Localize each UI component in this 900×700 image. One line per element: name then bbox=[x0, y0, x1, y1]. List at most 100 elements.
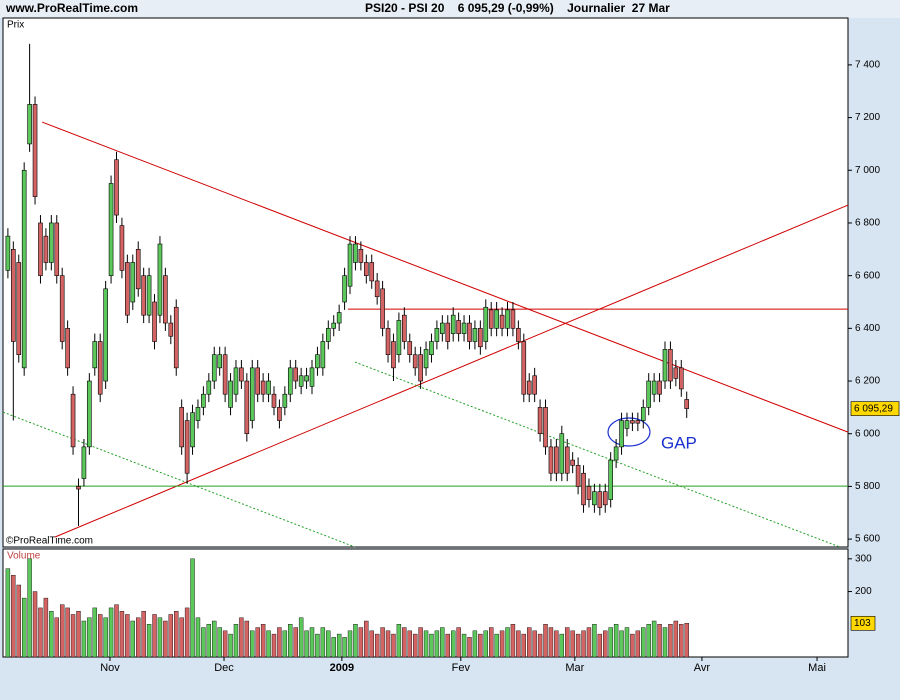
volume-bar bbox=[608, 627, 613, 658]
candle-body bbox=[211, 354, 217, 382]
candle-body bbox=[586, 486, 592, 500]
candle-body bbox=[673, 367, 679, 379]
candle-body bbox=[141, 275, 146, 316]
volume-bar bbox=[298, 617, 304, 658]
volume-bar bbox=[374, 633, 380, 658]
candle-body bbox=[195, 407, 201, 421]
candle-body bbox=[114, 159, 119, 216]
candle-body bbox=[532, 375, 537, 395]
candle-body bbox=[537, 407, 543, 435]
candle-body bbox=[510, 309, 516, 329]
volume-bar bbox=[315, 633, 320, 658]
volume-bar bbox=[478, 633, 483, 658]
volume-bar bbox=[619, 630, 624, 658]
copyright: ©ProRealTime.com bbox=[6, 536, 93, 547]
candle-body bbox=[190, 412, 195, 448]
volume-bar bbox=[353, 624, 358, 658]
volume-bar bbox=[641, 627, 646, 658]
candle-body bbox=[635, 420, 641, 424]
volume-bar bbox=[309, 627, 315, 658]
candle-body bbox=[287, 367, 293, 395]
volume-bar bbox=[277, 627, 282, 658]
candle-body bbox=[81, 446, 87, 479]
candle-body bbox=[423, 349, 429, 369]
volume-bar bbox=[358, 627, 364, 658]
volume-bar bbox=[434, 630, 440, 658]
volume-bar bbox=[141, 610, 146, 658]
volume-bar bbox=[342, 637, 347, 658]
volume-bar bbox=[673, 620, 679, 658]
volume-bar bbox=[222, 630, 228, 658]
candle-body bbox=[331, 322, 337, 329]
candle-body bbox=[472, 328, 478, 342]
candle-body bbox=[597, 491, 603, 508]
candle-body bbox=[396, 320, 402, 355]
volume-bar bbox=[271, 633, 277, 658]
volume-bar bbox=[260, 624, 266, 658]
candle-body bbox=[125, 262, 130, 316]
candle-body bbox=[260, 380, 266, 395]
candle-body bbox=[277, 407, 282, 421]
last-price-box bbox=[850, 401, 900, 416]
volume-bar bbox=[543, 624, 548, 658]
candle-body bbox=[456, 320, 461, 334]
volume-bar bbox=[537, 633, 543, 658]
candle-body bbox=[499, 314, 505, 329]
candle-body bbox=[49, 222, 54, 263]
candle-body bbox=[521, 341, 527, 395]
candle-body bbox=[315, 354, 320, 369]
volume-bar bbox=[212, 620, 217, 658]
candle-body bbox=[152, 301, 157, 342]
trend-line bbox=[2, 411, 356, 548]
volume-bar bbox=[190, 558, 195, 658]
candle-body bbox=[434, 328, 440, 342]
volume-bar bbox=[125, 614, 130, 658]
y-tick-label: 6 800 bbox=[855, 218, 880, 229]
candle-body bbox=[662, 349, 668, 382]
volume-bar bbox=[662, 627, 668, 658]
volume-bar bbox=[195, 617, 201, 658]
volume-bar bbox=[16, 584, 21, 658]
volume-bar bbox=[326, 630, 331, 658]
volume-bar bbox=[70, 614, 76, 658]
volume-bar bbox=[391, 633, 396, 658]
volume-bar bbox=[679, 624, 684, 658]
candle-body bbox=[244, 380, 250, 435]
volume-bar bbox=[228, 633, 233, 658]
volume-bar bbox=[635, 630, 641, 658]
candle-body bbox=[119, 225, 125, 271]
candle-body bbox=[684, 399, 690, 409]
candle-body bbox=[233, 367, 239, 395]
volume-bar bbox=[136, 617, 141, 658]
candle-body bbox=[32, 104, 38, 197]
volume-bar bbox=[505, 627, 510, 658]
volume-bar bbox=[423, 630, 429, 658]
volume-bar bbox=[250, 630, 255, 658]
candle-body bbox=[478, 328, 483, 348]
volume-label: Volume bbox=[7, 551, 41, 562]
x-tick-label: Nov bbox=[100, 662, 120, 674]
y-tick-label: 6 200 bbox=[855, 376, 880, 387]
volume-bar bbox=[559, 633, 565, 658]
candle-body bbox=[592, 491, 597, 506]
candle-body bbox=[266, 380, 271, 395]
candle-body bbox=[369, 262, 375, 282]
candle-body bbox=[347, 243, 353, 287]
candle-body bbox=[342, 275, 347, 303]
gap-ellipse bbox=[607, 417, 651, 447]
volume-bar bbox=[244, 620, 250, 658]
volume-bar bbox=[651, 620, 657, 658]
candle-body bbox=[391, 341, 396, 369]
candle-body bbox=[402, 314, 407, 342]
volume-bar bbox=[402, 627, 407, 658]
candle-body bbox=[624, 420, 630, 429]
volume-bar bbox=[603, 630, 608, 658]
volume-bar bbox=[108, 607, 114, 658]
volume-bar bbox=[76, 610, 81, 658]
candle-body bbox=[657, 380, 662, 395]
volume-bar bbox=[266, 630, 271, 658]
candle-body bbox=[429, 341, 434, 355]
volume-bar bbox=[336, 633, 342, 658]
volume-bar bbox=[684, 623, 689, 658]
